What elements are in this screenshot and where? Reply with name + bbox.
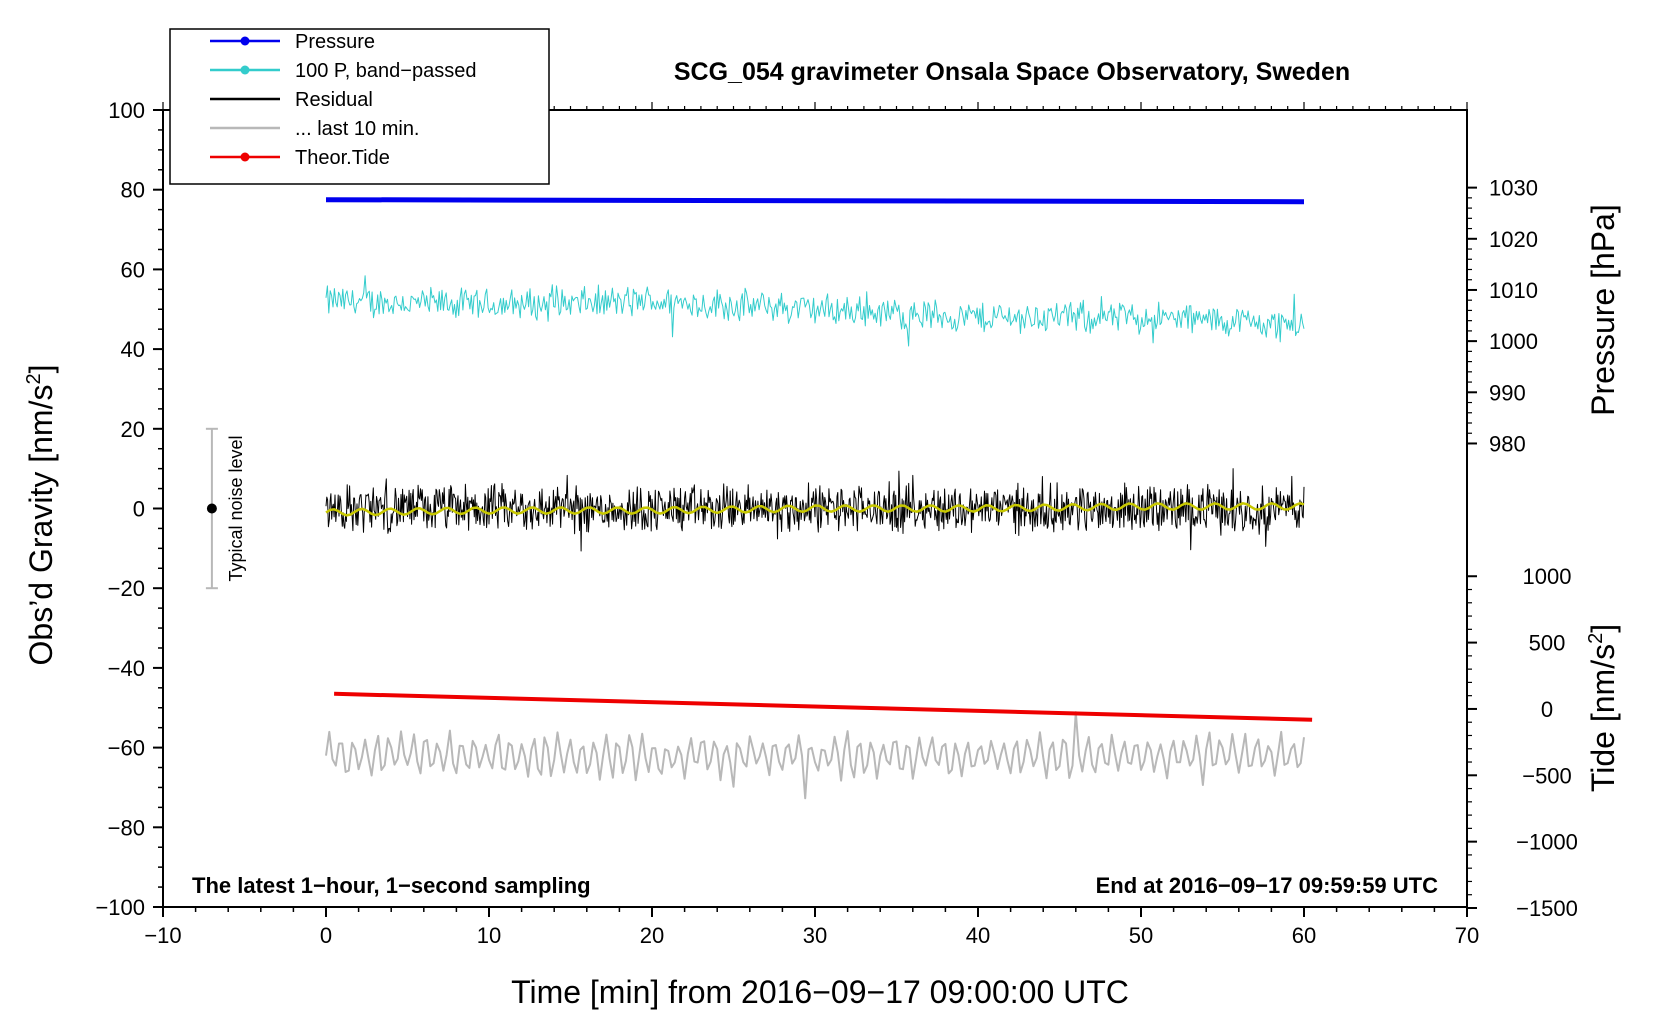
y-tick-label: −80	[108, 815, 145, 840]
pressure-tick-label: 980	[1489, 431, 1526, 456]
y-tick-label: 20	[121, 417, 145, 442]
x-tick-label: 0	[320, 923, 332, 948]
y-axis-label-tide: Tide [nm/s2]	[1585, 624, 1621, 792]
legend-label: Theor.Tide	[295, 147, 390, 169]
legend-marker	[240, 152, 250, 162]
noise-label: Typical noise level	[226, 435, 246, 581]
chart-title: SCG_054 gravimeter Onsala Space Observat…	[674, 58, 1350, 86]
x-tick-label: 40	[966, 923, 990, 948]
tide-line	[334, 691, 1313, 722]
tide-tick-label: 500	[1529, 631, 1566, 656]
pressure-tick-label: 1010	[1489, 278, 1538, 303]
last-10min-line	[325, 711, 1305, 800]
y-tick-label: 100	[108, 98, 145, 123]
axes-layer: −10 0 10 20 30 40 50 60 70−100−80−60−40−20020406…	[95, 98, 1577, 948]
y-tick-label: 60	[121, 257, 145, 282]
tide-tick-label: 1000	[1523, 564, 1572, 589]
pressure-tick-label: 1000	[1489, 329, 1538, 354]
tide-tick-label: −1000	[1516, 830, 1578, 855]
noise-bar-center	[206, 503, 217, 514]
pressure-tick-label: 1030	[1489, 176, 1538, 201]
y-tick-label: −60	[108, 736, 145, 761]
y-tick-label: −100	[95, 895, 145, 920]
pressure-tick-label: 1020	[1489, 227, 1538, 252]
x-tick-label: 70	[1455, 923, 1479, 948]
tide-tick-label: 0	[1541, 697, 1553, 722]
annotation-left: The latest 1−hour, 1−second sampling	[192, 873, 591, 898]
y-axis-label-pressure: Pressure [hPa]	[1585, 204, 1621, 416]
x-tick-label: 50	[1129, 923, 1153, 948]
tide-tick-label: −500	[1522, 763, 1572, 788]
noise-indicator: Typical noise level	[205, 427, 246, 590]
x-tick-label: 10	[477, 923, 501, 948]
x-axis-label: Time [min] from 2016−09−17 09:00:00 UTC	[511, 974, 1129, 1010]
y-tick-label: 0	[133, 497, 145, 522]
legend-label: Residual	[295, 89, 373, 111]
pressure-line	[325, 197, 1305, 205]
y-tick-label: 40	[121, 337, 145, 362]
legend-label: ... last 10 min.	[295, 118, 420, 140]
x-tick-label: 30	[803, 923, 827, 948]
legend: Pressure 100 P, band−passed Residual ... la…	[169, 28, 550, 185]
legend-marker	[240, 36, 250, 46]
y-tick-label: 80	[121, 178, 145, 203]
x-tick-label: −10	[144, 923, 181, 948]
pressure-tick-label: 990	[1489, 380, 1526, 405]
legend-label: 100 P, band−passed	[295, 60, 476, 82]
bandpassed-pressure-line	[325, 275, 1305, 347]
annotation-right: End at 2016−09−17 09:59:59 UTC	[1096, 873, 1439, 898]
x-tick-label: 20	[640, 923, 664, 948]
y-tick-label: −40	[108, 656, 145, 681]
legend-marker	[240, 65, 250, 75]
x-tick-label: 60	[1292, 923, 1316, 948]
residual-line	[325, 468, 1305, 552]
tide-tick-label: −1500	[1516, 896, 1578, 921]
series-layer	[325, 197, 1313, 800]
y-tick-label: −20	[108, 576, 145, 601]
legend-label: Pressure	[295, 31, 375, 53]
residual-smoothed-line	[325, 502, 1305, 517]
y-axis-label-left: Obs’d Gravity [nm/s2]	[23, 365, 59, 666]
